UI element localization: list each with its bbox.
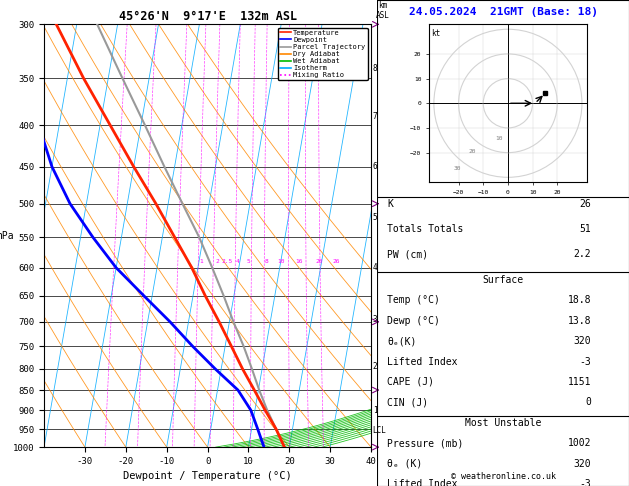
Text: Dewp (°C): Dewp (°C) — [387, 315, 440, 326]
Text: Lifted Index: Lifted Index — [387, 357, 458, 366]
X-axis label: Dewpoint / Temperature (°C): Dewpoint / Temperature (°C) — [123, 471, 292, 482]
Text: 320: 320 — [574, 336, 591, 346]
Text: Most Unstable: Most Unstable — [465, 418, 542, 428]
Text: 2.5: 2.5 — [222, 260, 233, 264]
Text: 4: 4 — [373, 263, 377, 272]
Text: -3: -3 — [579, 357, 591, 366]
Text: 2: 2 — [216, 260, 220, 264]
Text: θₑ (K): θₑ (K) — [387, 459, 423, 469]
Text: 1: 1 — [373, 406, 377, 415]
Text: 1151: 1151 — [568, 377, 591, 387]
Text: CAPE (J): CAPE (J) — [387, 377, 435, 387]
Text: 2: 2 — [373, 362, 377, 371]
Text: 26: 26 — [579, 199, 591, 209]
Text: kt: kt — [431, 29, 441, 38]
Text: 5: 5 — [246, 260, 250, 264]
Text: 1002: 1002 — [568, 438, 591, 449]
Text: 51: 51 — [579, 225, 591, 234]
Text: 8: 8 — [373, 64, 377, 73]
Text: Temp (°C): Temp (°C) — [387, 295, 440, 305]
Text: 6: 6 — [373, 162, 377, 171]
Text: © weatheronline.co.uk: © weatheronline.co.uk — [451, 472, 555, 481]
Text: -3: -3 — [579, 479, 591, 486]
Text: 1: 1 — [199, 260, 203, 264]
Text: K: K — [387, 199, 393, 209]
Text: 20: 20 — [316, 260, 323, 264]
Text: Surface: Surface — [482, 275, 524, 285]
Text: 20: 20 — [469, 149, 476, 154]
Text: 13.8: 13.8 — [568, 315, 591, 326]
Text: 4: 4 — [236, 260, 240, 264]
Text: 10: 10 — [496, 136, 503, 141]
Title: 45°26'N  9°17'E  132m ASL: 45°26'N 9°17'E 132m ASL — [118, 10, 297, 23]
Text: 2.2: 2.2 — [574, 249, 591, 260]
Text: hPa: hPa — [0, 231, 14, 241]
Text: PW (cm): PW (cm) — [387, 249, 428, 260]
Text: 320: 320 — [574, 459, 591, 469]
Text: 18.8: 18.8 — [568, 295, 591, 305]
Text: Totals Totals: Totals Totals — [387, 225, 464, 234]
Text: 24.05.2024  21GMT (Base: 18): 24.05.2024 21GMT (Base: 18) — [409, 7, 598, 17]
Text: 3: 3 — [373, 315, 377, 324]
Text: θₑ(K): θₑ(K) — [387, 336, 417, 346]
Text: Pressure (mb): Pressure (mb) — [387, 438, 464, 449]
Text: km
ASL: km ASL — [376, 0, 389, 20]
Text: Lifted Index: Lifted Index — [387, 479, 458, 486]
Text: LCL: LCL — [373, 426, 387, 435]
Text: 10: 10 — [277, 260, 284, 264]
Text: 16: 16 — [296, 260, 303, 264]
Text: 7: 7 — [373, 112, 377, 121]
Text: 8: 8 — [265, 260, 269, 264]
Text: 0: 0 — [586, 398, 591, 407]
Text: CIN (J): CIN (J) — [387, 398, 428, 407]
Text: 30: 30 — [454, 166, 461, 171]
Text: 26: 26 — [332, 260, 340, 264]
Text: 5: 5 — [373, 213, 377, 222]
Legend: Temperature, Dewpoint, Parcel Trajectory, Dry Adiabat, Wet Adiabat, Isotherm, Mi: Temperature, Dewpoint, Parcel Trajectory… — [278, 28, 367, 80]
